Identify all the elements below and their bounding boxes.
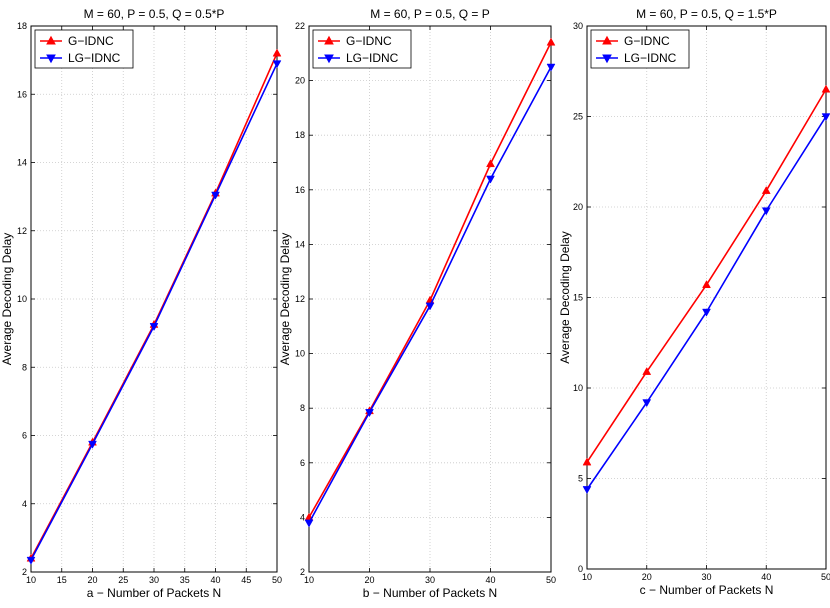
- y-tick-label: 5: [578, 474, 583, 484]
- chart-panel-2: 10 20 30 40 50 2 4 6 8 10 12 14 16 18 20 22 M = 60, P = …: [278, 7, 556, 600]
- y-tick-label: 4: [22, 499, 27, 509]
- legend-label: G−IDNC: [346, 34, 392, 48]
- series-marker-2: [702, 308, 711, 317]
- chart-panel-3: 10 20 30 40 50 0 5 10 15 20 25 30 M = 60, P = 0.5, Q…: [558, 7, 830, 597]
- series-marker-2: [304, 519, 314, 528]
- series-marker-1: [546, 37, 556, 46]
- series-marker-1: [272, 48, 282, 57]
- y-tick-label: 16: [17, 89, 27, 99]
- series-marker-2: [546, 63, 556, 72]
- y-tick-label: 8: [22, 362, 27, 372]
- x-tick-label: 50: [272, 575, 282, 585]
- series-marker-1: [761, 185, 771, 194]
- x-tick-label: 35: [180, 575, 190, 585]
- x-tick-label: 30: [701, 572, 711, 582]
- series-marker-2: [149, 323, 159, 332]
- series-marker-2: [425, 302, 435, 311]
- x-tick-label: 20: [364, 575, 374, 585]
- x-tick-label: 40: [485, 575, 495, 585]
- series-marker-2: [272, 60, 282, 69]
- x-tick-label: 30: [149, 575, 159, 585]
- y-tick-label: 10: [17, 294, 27, 304]
- legend-label: LG−IDNC: [346, 51, 399, 65]
- legend-label: LG−IDNC: [624, 51, 677, 65]
- x-tick-label: 10: [304, 575, 314, 585]
- chart-title: M = 60, P = 0.5, Q = 1.5*P: [636, 7, 777, 21]
- x-tick-label: 45: [241, 575, 251, 585]
- series-marker-1: [702, 280, 711, 289]
- chart-title: M = 60, P = 0.5, Q = 0.5*P: [84, 7, 225, 21]
- y-tick-label: 20: [295, 76, 305, 86]
- y-tick-label: 12: [17, 226, 27, 236]
- y-tick-label: 18: [17, 21, 27, 31]
- x-tick-label: 15: [57, 575, 67, 585]
- x-tick-label: 50: [821, 572, 830, 582]
- x-tick-label: 40: [210, 575, 220, 585]
- legend-marker: [602, 54, 612, 64]
- y-tick-label: 6: [300, 458, 305, 468]
- legend-label: G−IDNC: [68, 34, 114, 48]
- y-tick-label: 14: [17, 158, 27, 168]
- legend-label: G−IDNC: [624, 34, 670, 48]
- y-tick-label: 0: [578, 564, 583, 574]
- x-axis-label: a − Number of Packets N: [87, 586, 221, 600]
- x-tick-label: 25: [118, 575, 128, 585]
- y-tick-label: 18: [295, 130, 305, 140]
- y-tick-label: 10: [573, 383, 583, 393]
- x-tick-label: 20: [87, 575, 97, 585]
- y-tick-label: 2: [22, 567, 27, 577]
- y-tick-label: 12: [295, 294, 305, 304]
- x-tick-label: 10: [26, 575, 36, 585]
- chart-title: M = 60, P = 0.5, Q = P: [370, 7, 490, 21]
- x-axis-label: b − Number of Packets N: [363, 586, 497, 600]
- x-tick-label: 30: [425, 575, 435, 585]
- legend-marker: [46, 54, 56, 64]
- series-marker-1: [486, 159, 495, 168]
- y-tick-label: 2: [300, 567, 305, 577]
- y-tick-label: 25: [573, 112, 583, 122]
- legend-marker: [46, 35, 56, 45]
- legend-marker: [324, 35, 334, 45]
- series-marker-2: [26, 556, 36, 565]
- y-tick-label: 10: [295, 349, 305, 359]
- series-marker-2: [642, 399, 652, 408]
- series-marker-1: [582, 457, 592, 466]
- x-axis-label: c − Number of Packets N: [640, 583, 774, 597]
- series-marker-2: [88, 440, 97, 449]
- y-tick-label: 14: [295, 239, 305, 249]
- y-tick-label: 16: [295, 185, 305, 195]
- series-marker-2: [582, 486, 592, 495]
- y-tick-label: 6: [22, 431, 27, 441]
- series-marker-2: [211, 191, 220, 200]
- y-tick-label: 8: [300, 403, 305, 413]
- series-marker-1: [642, 366, 652, 375]
- x-tick-label: 40: [761, 572, 771, 582]
- x-tick-label: 20: [642, 572, 652, 582]
- y-tick-label: 30: [573, 21, 583, 31]
- y-tick-label: 22: [295, 21, 305, 31]
- y-axis-label: Average Decoding Delay: [558, 231, 572, 364]
- x-tick-label: 50: [546, 575, 556, 585]
- series-marker-2: [761, 207, 771, 216]
- series-marker-2: [365, 409, 374, 418]
- chart-panel-1: 10 15 20 25 30 35 40 45 50 2 4 6 8 10 12 14 16 18 M = 60, …: [0, 7, 282, 600]
- y-axis-label: Average Decoding Delay: [0, 233, 14, 366]
- legend-label: LG−IDNC: [68, 51, 121, 65]
- y-tick-label: 15: [573, 293, 583, 303]
- y-tick-label: 4: [300, 512, 305, 522]
- y-tick-label: 20: [573, 202, 583, 212]
- series-marker-2: [821, 113, 830, 122]
- y-axis-label: Average Decoding Delay: [278, 233, 292, 366]
- series-marker-1: [821, 84, 830, 93]
- x-tick-label: 10: [582, 572, 592, 582]
- legend-marker: [602, 35, 612, 45]
- legend-marker: [324, 54, 334, 64]
- series-marker-2: [486, 175, 495, 184]
